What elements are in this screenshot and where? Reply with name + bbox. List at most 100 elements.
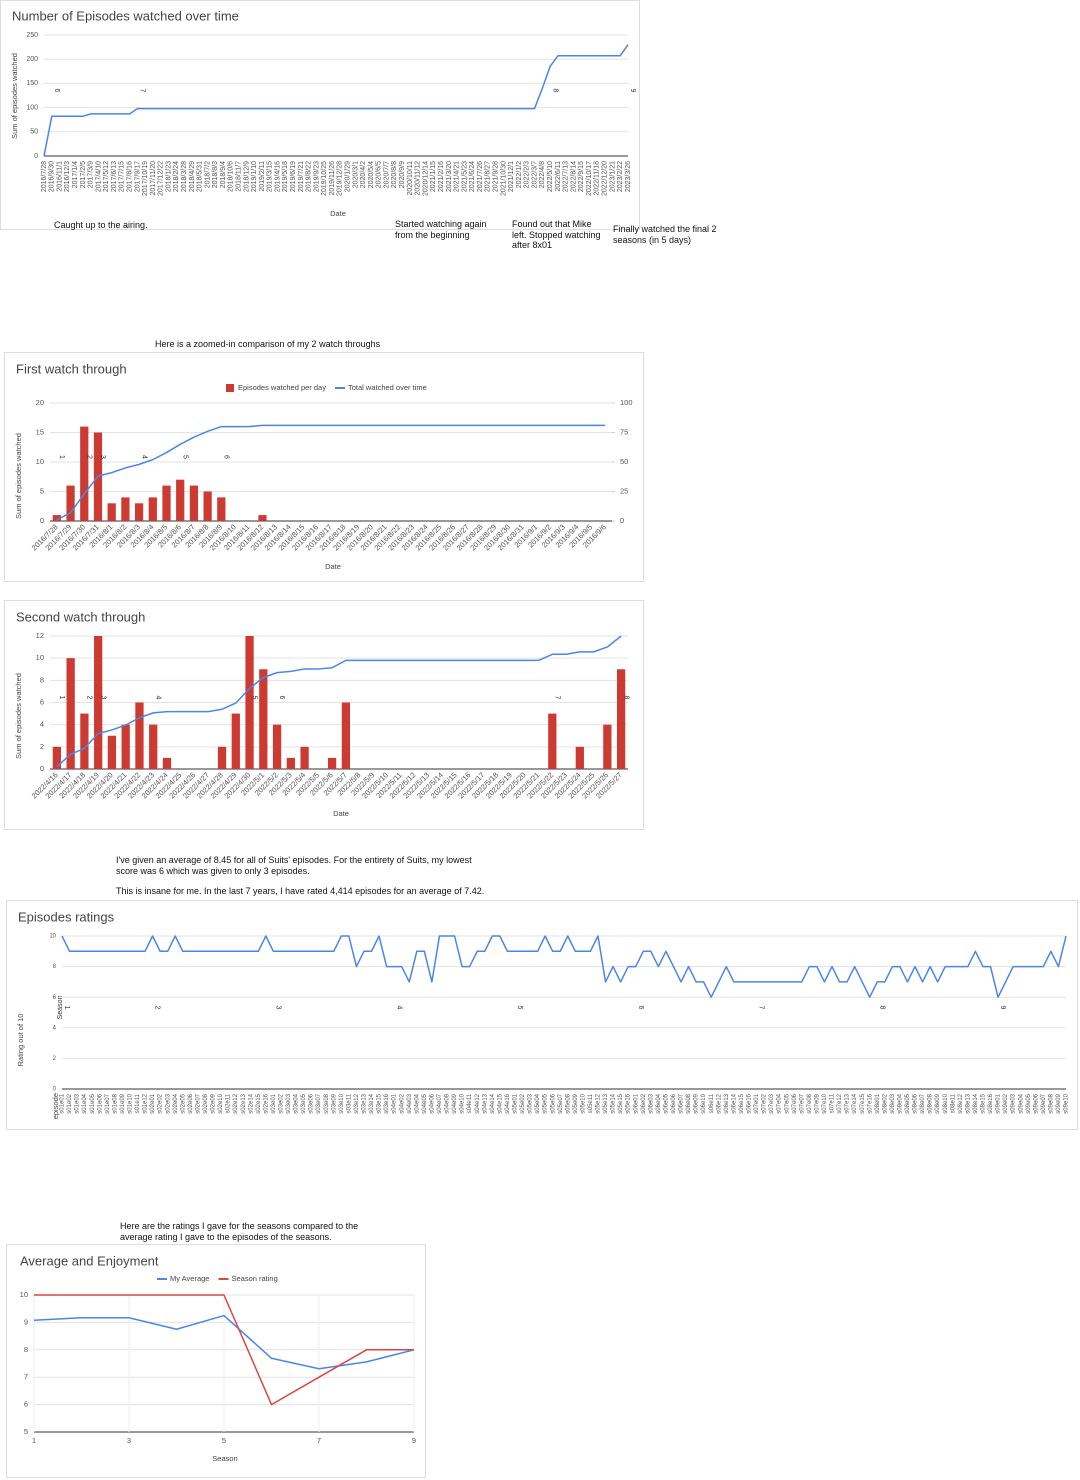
bar (189, 485, 199, 521)
bar (341, 702, 351, 769)
x-tick-label: s02e13 (241, 1093, 247, 1113)
x-tick-label: s06e01 (633, 1093, 639, 1113)
x-tick-label: 2019/3/15 (267, 161, 274, 192)
y-axis-title: Sum of episodes watched (10, 53, 19, 139)
x-tick-label: 2017/10/19 (142, 161, 149, 196)
bar (258, 515, 267, 521)
bar (121, 724, 130, 769)
season-marker: 2 (85, 455, 92, 459)
x-tick-label: s06e16 (747, 1093, 753, 1113)
x-tick-label: 2021/9/28 (492, 161, 499, 192)
bar (80, 713, 89, 769)
x-tick-label: s02e12 (233, 1093, 239, 1113)
x-tick-label: 2021/12/1 (508, 161, 515, 192)
legend-swatch (226, 384, 234, 392)
x-tick-label: 9 (412, 1436, 416, 1445)
x-tick-label: s03e06 (309, 1093, 315, 1113)
x-tick-label: s05e03 (528, 1093, 534, 1113)
x-tick-label: 2020/5/4 (368, 161, 375, 188)
x-tick-label: s07e15 (860, 1093, 866, 1113)
x-tick-label: 2018/5/31 (197, 161, 204, 192)
x-tick-label: 2018/9/4 (220, 161, 227, 188)
season-marker: 2 (154, 1006, 161, 1010)
x-tick-label: 2019/10/25 (321, 161, 328, 196)
season-marker: 8 (551, 89, 558, 93)
x-tick-label: 2022/10/17 (586, 161, 593, 196)
x-tick-label: s06e11 (709, 1093, 715, 1113)
x-tick-label: s06e10 (701, 1093, 707, 1113)
season-marker: 5 (181, 455, 188, 459)
season-marker: 7 (758, 1006, 765, 1010)
x-tick-label: s07e01 (754, 1093, 760, 1113)
season-marker: 3 (275, 1006, 282, 1010)
y-tick-label: 4 (40, 720, 44, 729)
x-tick-label: s06e15 (739, 1093, 745, 1113)
x-tick-label: 2019/5/18 (282, 161, 289, 192)
y-tick-label: 250 (26, 32, 38, 39)
x-tick-label: s04e04 (414, 1093, 420, 1113)
x-tick-label: 2022/9/15 (578, 161, 585, 192)
bar (162, 485, 171, 521)
y-tick-label: 4 (53, 1025, 57, 1031)
season-marker: 1 (63, 1006, 70, 1010)
season-marker: 6 (222, 455, 229, 459)
y-tick-label: 7 (24, 1372, 28, 1381)
bar (148, 497, 157, 521)
x-tick-label: s01e01 (60, 1093, 66, 1113)
y-tick-label: 100 (26, 104, 38, 111)
x-tick-label: 2019/2/11 (259, 161, 266, 192)
x-tick-label: 2018/1/23 (165, 161, 172, 192)
x-tick-label: 2019/11/26 (329, 161, 336, 196)
x-tick-label: 2021/2/16 (438, 161, 445, 192)
x-tick-label: 2019/7/21 (298, 161, 305, 192)
x-tick-label: s09e10 (1064, 1093, 1070, 1113)
x-tick-label: s07e11 (830, 1093, 836, 1113)
x-tick-label: 2020/6/5 (376, 161, 383, 188)
line-series (33, 1314, 415, 1370)
y-tick-label: 12 (36, 631, 44, 640)
x-tick-label: s04e11 (467, 1093, 473, 1113)
x-tick-label: s01e12 (143, 1093, 149, 1113)
bar (231, 713, 240, 769)
x-tick-label: 2022/2/3 (524, 161, 531, 188)
x-tick-label: s01e05 (90, 1093, 96, 1113)
x-tick-label: s03e07 (316, 1093, 322, 1113)
x-tick-label: s06e09 (694, 1093, 700, 1113)
chart-title: First watch through (16, 361, 127, 376)
y-tick-label: 5 (24, 1427, 28, 1436)
x-tick-label: s04e06 (429, 1093, 435, 1113)
x-tick-label: s01e02 (67, 1093, 73, 1113)
x-tick-label: 2016/9/30 (49, 161, 56, 192)
season-marker: 3 (99, 696, 106, 700)
season-marker-title: Season (57, 996, 64, 1020)
x-tick-label: s05e09 (573, 1093, 579, 1113)
x-tick-label: s03e05 (301, 1093, 307, 1113)
y-tick-label: 20 (36, 398, 44, 407)
x-tick-label: s01e10 (128, 1093, 134, 1113)
x-tick-label: s03e14 (369, 1093, 375, 1113)
x-tick-label: s06e08 (686, 1093, 692, 1113)
x-tick-label: s06e06 (671, 1093, 677, 1113)
x-tick-label: s06e04 (656, 1093, 662, 1113)
y-tick-label: 5 (40, 486, 44, 495)
chart-note: Started watching again from the beginnin… (395, 219, 487, 240)
x-tick-label: s09e05 (1026, 1093, 1032, 1113)
x-tick-label: s08e11 (950, 1093, 956, 1113)
y2-tick-label: 0 (620, 516, 624, 525)
x-tick-label: s02e15 (256, 1093, 262, 1113)
x-tick-label: s01e07 (105, 1093, 111, 1113)
bar (135, 702, 144, 769)
x-tick-label: s08e15 (981, 1093, 987, 1113)
x-tick-label: 2021/10/30 (500, 161, 507, 196)
x-tick-label: 2022/11/18 (594, 161, 601, 196)
x-tick-label: s09e06 (1033, 1093, 1039, 1113)
x-tick-label: 2018/10/6 (228, 161, 235, 192)
bar (259, 669, 268, 769)
x-tick-label: s01e04 (82, 1093, 88, 1113)
x-tick-label: s03e13 (362, 1093, 368, 1113)
x-tick-label: 2021/3/20 (446, 161, 453, 192)
bar (616, 669, 626, 769)
x-tick-label: s07e04 (777, 1093, 783, 1113)
x-tick-label: 2021/4/21 (454, 161, 461, 192)
x-axis-title: episode (51, 1093, 60, 1119)
